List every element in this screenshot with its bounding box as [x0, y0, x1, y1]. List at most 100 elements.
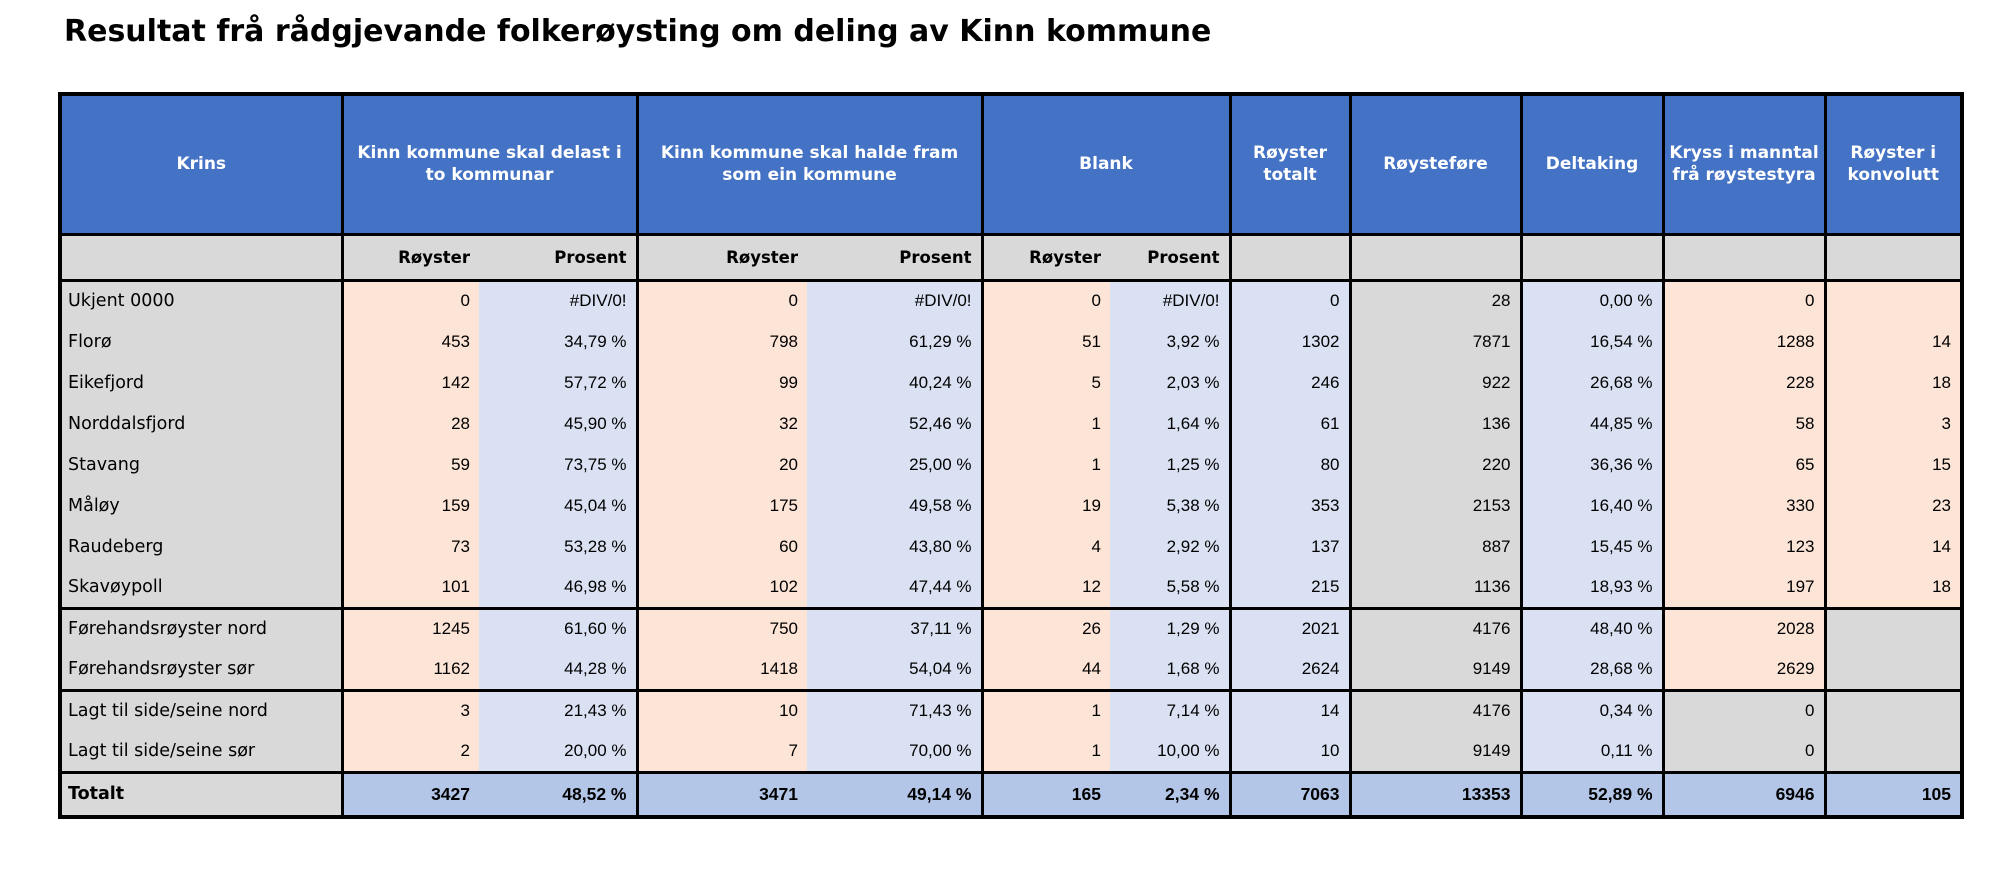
- cell-delast-royster: 1162: [342, 649, 479, 692]
- subheader-empty: [1663, 234, 1827, 282]
- cell-blank-prosent: 5,58 %: [1110, 567, 1232, 610]
- cell-halde-royster: 7: [637, 731, 807, 774]
- cell-roystefore: 7871: [1350, 321, 1523, 362]
- row-label: Skavøypoll: [60, 567, 344, 610]
- cell-kryss-i-manntal: 0: [1663, 731, 1827, 774]
- column-group-delast-i-to: Kinn kommune skal delast i to kommunar: [342, 94, 639, 236]
- cell-blank-royster: 19: [982, 485, 1110, 526]
- cell-delast-prosent: 34,79 %: [479, 321, 639, 362]
- cell-blank-royster: 1: [982, 403, 1110, 444]
- cell-halde-royster: 175: [637, 485, 807, 526]
- cell-blank-prosent: 3,92 %: [1110, 321, 1232, 362]
- cell-royster-totalt: 215: [1230, 567, 1352, 610]
- cell-kryss-i-manntal: 1288: [1663, 321, 1827, 362]
- cell-halde-royster: 1418: [637, 649, 807, 692]
- cell-kryss-i-manntal: 65: [1663, 444, 1827, 485]
- row-label: Lagt til side/seine nord: [60, 690, 344, 731]
- table-row: Førehandsrøyster nord 1245 61,60 % 750 37,11…: [60, 608, 1963, 649]
- cell-roystefore: 922: [1350, 362, 1523, 403]
- cell-royster-totalt: 1302: [1230, 321, 1352, 362]
- cell-halde-royster: 798: [637, 321, 807, 362]
- row-label: Florø: [60, 321, 344, 362]
- cell-deltaking: 16,40 %: [1521, 485, 1665, 526]
- cell-halde-royster: 99: [637, 362, 807, 403]
- cell-blank-prosent: 2,34 %: [1110, 772, 1232, 817]
- cell-delast-royster: 101: [342, 567, 479, 610]
- cell-delast-royster: 1245: [342, 608, 479, 649]
- cell-kryss-i-manntal: 228: [1663, 362, 1827, 403]
- column-header-roystefore: Røysteføre: [1350, 94, 1523, 236]
- column-header-royster-i-konvolutt: Røyster i konvolutt: [1825, 94, 1963, 236]
- results-table: Krins Kinn kommune skal delast i to komm…: [58, 92, 1965, 819]
- cell-deltaking: 52,89 %: [1521, 772, 1665, 817]
- row-label: Eikefjord: [60, 362, 344, 403]
- cell-royster-i-konvolutt: 14: [1825, 321, 1963, 362]
- table-row: Stavang 59 73,75 % 20 25,00 % 1 1,25 % 80 220 36,…: [60, 444, 1963, 485]
- cell-kryss-i-manntal: 2629: [1663, 649, 1827, 692]
- cell-royster-totalt: 2021: [1230, 608, 1352, 649]
- cell-deltaking: 44,85 %: [1521, 403, 1665, 444]
- row-label: Stavang: [60, 444, 344, 485]
- cell-delast-prosent: 57,72 %: [479, 362, 639, 403]
- cell-blank-royster: 5: [982, 362, 1110, 403]
- column-header-krins: Krins: [60, 94, 344, 236]
- cell-delast-royster: 3: [342, 690, 479, 731]
- subheader-royster: Røyster: [342, 234, 479, 282]
- cell-deltaking: 28,68 %: [1521, 649, 1665, 692]
- cell-blank-royster: 1: [982, 690, 1110, 731]
- cell-blank-royster: 1: [982, 731, 1110, 774]
- cell-delast-prosent: 61,60 %: [479, 608, 639, 649]
- table-row: Norddalsfjord 28 45,90 % 32 52,46 % 1 1,64 % 61…: [60, 403, 1963, 444]
- cell-royster-i-konvolutt: [1825, 731, 1963, 774]
- cell-royster-totalt: 246: [1230, 362, 1352, 403]
- cell-royster-totalt: 7063: [1230, 772, 1352, 817]
- cell-blank-prosent: 2,92 %: [1110, 526, 1232, 567]
- cell-blank-royster: 0: [982, 280, 1110, 321]
- row-label: Totalt: [60, 772, 344, 817]
- cell-roystefore: 136: [1350, 403, 1523, 444]
- cell-kryss-i-manntal: 2028: [1663, 608, 1827, 649]
- cell-halde-prosent: 49,58 %: [807, 485, 984, 526]
- cell-delast-prosent: 46,98 %: [479, 567, 639, 610]
- cell-delast-prosent: 45,90 %: [479, 403, 639, 444]
- subheader-prosent: Prosent: [807, 234, 984, 282]
- cell-roystefore: 2153: [1350, 485, 1523, 526]
- cell-blank-prosent: 1,64 %: [1110, 403, 1232, 444]
- cell-delast-royster: 28: [342, 403, 479, 444]
- subheader-empty: [1521, 234, 1665, 282]
- cell-halde-royster: 0: [637, 280, 807, 321]
- table-row: Raudeberg 73 53,28 % 60 43,80 % 4 2,92 % 137 887…: [60, 526, 1963, 567]
- cell-kryss-i-manntal: 0: [1663, 690, 1827, 731]
- cell-royster-i-konvolutt: [1825, 608, 1963, 649]
- cell-delast-prosent: 53,28 %: [479, 526, 639, 567]
- subheader-empty: [1350, 234, 1523, 282]
- cell-delast-royster: 2: [342, 731, 479, 774]
- cell-royster-totalt: 10: [1230, 731, 1352, 774]
- cell-royster-i-konvolutt: [1825, 690, 1963, 731]
- cell-royster-totalt: 353: [1230, 485, 1352, 526]
- table-row: Førehandsrøyster sør 1162 44,28 % 1418 54,04…: [60, 649, 1963, 692]
- cell-halde-prosent: 52,46 %: [807, 403, 984, 444]
- cell-halde-prosent: 43,80 %: [807, 526, 984, 567]
- cell-royster-i-konvolutt: 18: [1825, 362, 1963, 403]
- cell-royster-i-konvolutt: [1825, 649, 1963, 692]
- table-row: Eikefjord 142 57,72 % 99 40,24 % 5 2,03 % 246 92…: [60, 362, 1963, 403]
- cell-royster-i-konvolutt: 23: [1825, 485, 1963, 526]
- cell-deltaking: 16,54 %: [1521, 321, 1665, 362]
- cell-halde-prosent: 37,11 %: [807, 608, 984, 649]
- column-header-kryss-i-manntal: Kryss i manntal frå røystestyra: [1663, 94, 1827, 236]
- table-row: Totalt 3427 48,52 % 3471 49,14 % 165 2,34 % 706…: [60, 772, 1963, 817]
- cell-roystefore: 4176: [1350, 690, 1523, 731]
- cell-delast-prosent: 44,28 %: [479, 649, 639, 692]
- row-label: Ukjent 0000: [60, 280, 344, 321]
- cell-halde-royster: 20: [637, 444, 807, 485]
- cell-deltaking: 36,36 %: [1521, 444, 1665, 485]
- cell-royster-i-konvolutt: 14: [1825, 526, 1963, 567]
- row-label: Måløy: [60, 485, 344, 526]
- cell-roystefore: 13353: [1350, 772, 1523, 817]
- cell-royster-totalt: 0: [1230, 280, 1352, 321]
- subheader-prosent: Prosent: [479, 234, 639, 282]
- cell-blank-prosent: 1,68 %: [1110, 649, 1232, 692]
- cell-roystefore: 9149: [1350, 731, 1523, 774]
